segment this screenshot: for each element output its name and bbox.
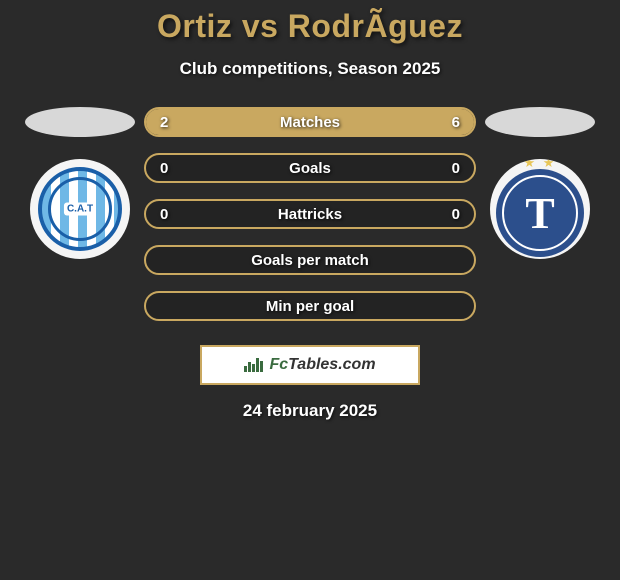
right-club-badge-inner: T bbox=[496, 169, 584, 257]
stat-row: Min per goal bbox=[144, 291, 476, 321]
stat-label: Goals per match bbox=[251, 252, 369, 269]
footer-brand-fc: Fc bbox=[269, 356, 288, 373]
stat-fill-left bbox=[146, 109, 228, 135]
stat-value-left: 0 bbox=[160, 160, 168, 177]
stat-row: 0 Goals 0 bbox=[144, 153, 476, 183]
subtitle: Club competitions, Season 2025 bbox=[0, 59, 620, 79]
stat-value-left: 2 bbox=[160, 114, 168, 131]
stat-row: Goals per match bbox=[144, 245, 476, 275]
stat-label: Goals bbox=[289, 160, 331, 177]
footer-brand-box[interactable]: FcTables.com bbox=[200, 345, 420, 385]
right-club-badge: ★ ★ T bbox=[490, 159, 590, 259]
stat-label: Matches bbox=[280, 114, 340, 131]
comparison-card: Ortiz vs RodrÃ­guez Club competitions, S… bbox=[0, 0, 620, 580]
right-player-name-plate bbox=[485, 107, 595, 137]
stat-value-right: 0 bbox=[452, 160, 460, 177]
stats-column: 2 Matches 6 0 Goals 0 0 Hattricks 0 Goals per mat… bbox=[140, 107, 480, 321]
left-club-badge-inner: C.A.T bbox=[38, 167, 122, 251]
stat-row: 2 Matches 6 bbox=[144, 107, 476, 137]
right-club-stars-icon: ★ ★ bbox=[524, 159, 557, 171]
stat-value-right: 6 bbox=[452, 114, 460, 131]
footer-brand-rest: Tables.com bbox=[288, 356, 375, 373]
stat-fill-right bbox=[228, 109, 474, 135]
stat-value-right: 0 bbox=[452, 206, 460, 223]
footer-brand-text: FcTables.com bbox=[269, 356, 375, 374]
left-club-badge: C.A.T bbox=[30, 159, 130, 259]
stat-label: Min per goal bbox=[266, 298, 354, 315]
left-player-column: C.A.T bbox=[20, 107, 140, 259]
content-area: C.A.T 2 Matches 6 0 Goals 0 0 Hattricks 0 Goals p… bbox=[0, 107, 620, 321]
page-title: Ortiz vs RodrÃ­guez bbox=[0, 0, 620, 45]
bar-chart-icon bbox=[244, 358, 263, 372]
stat-row: 0 Hattricks 0 bbox=[144, 199, 476, 229]
left-player-name-plate bbox=[25, 107, 135, 137]
right-club-monogram: T bbox=[525, 188, 554, 239]
stat-value-left: 0 bbox=[160, 206, 168, 223]
date-text: 24 february 2025 bbox=[0, 401, 620, 421]
left-club-monogram: C.A.T bbox=[64, 203, 96, 216]
stat-label: Hattricks bbox=[278, 206, 342, 223]
right-player-column: ★ ★ T bbox=[480, 107, 600, 259]
